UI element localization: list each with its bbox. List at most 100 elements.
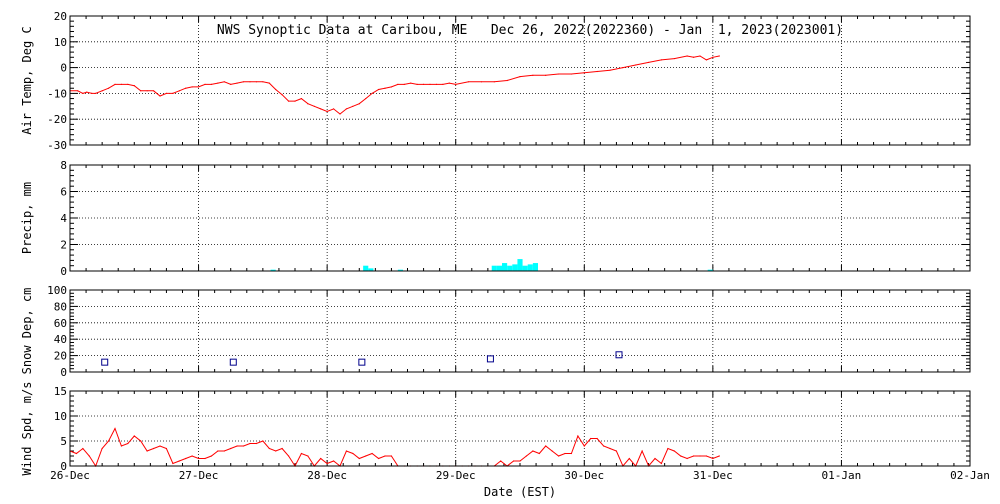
snow-depth-marker (101, 358, 109, 366)
wind-speed-point (230, 447, 232, 450)
x-tick-label: 29-Dec (436, 469, 476, 482)
precip-bar (512, 264, 518, 271)
precip-bar (522, 265, 528, 271)
wind-speed-point (197, 457, 200, 460)
wind-speed-point (320, 457, 322, 460)
air-temp-point (339, 113, 341, 115)
air-temp-point (307, 103, 309, 105)
y-tick-label: 80 (54, 300, 67, 313)
air-temp-point (647, 61, 650, 64)
wind-speed-point (602, 445, 605, 447)
y-tick-label: 8 (60, 159, 67, 172)
wind-speed-point (332, 460, 335, 462)
air-temp-point (635, 64, 637, 66)
wind-speed-point (525, 455, 528, 457)
air-temp-point (545, 74, 547, 76)
x-tick-label: 27-Dec (179, 469, 219, 482)
precip-bar (491, 265, 497, 271)
air-temp-point (384, 87, 386, 89)
precip-bar (532, 263, 538, 271)
y-tick-label: -10 (47, 87, 67, 100)
wind-speed-point (377, 457, 380, 460)
air-temp-point (300, 97, 303, 100)
air-temp-point (429, 83, 431, 85)
wind-speed-point (268, 447, 270, 450)
air-temp-point (107, 87, 110, 89)
y-tick-label: 20 (54, 10, 67, 23)
wind-speed-point (660, 462, 663, 465)
y-tick-label: 15 (54, 385, 67, 398)
wind-speed-point (564, 452, 566, 455)
air-temp-point (287, 100, 290, 102)
air-temp-point (191, 86, 193, 88)
y-axis-label-precip: Precip, mm (20, 182, 34, 254)
wind-speed-point (159, 445, 161, 447)
air-temp-point (320, 108, 322, 110)
wind-speed-point (262, 440, 264, 442)
y-tick-label: 0 (60, 62, 67, 75)
air-temp-point (442, 83, 444, 85)
wind-speed-point (242, 445, 245, 447)
air-temp-point (332, 108, 335, 110)
panel-wind-speed: 0 5 10 15 Wind Spd, m/s (20, 382, 971, 475)
air-temp-point (281, 94, 283, 96)
wind-speed-point (692, 455, 695, 457)
air-temp-point (146, 90, 148, 92)
wind-speed-point (255, 442, 258, 445)
air-temp-point (114, 83, 116, 85)
air-temp-point (365, 97, 367, 100)
x-axis-label: Date (EST) (484, 485, 556, 499)
wind-speed-point (88, 455, 90, 457)
y-tick-label: 40 (54, 333, 67, 346)
snow-depth-marker (486, 355, 494, 363)
wind-speed-series-line (69, 427, 720, 468)
panel-frame (69, 15, 971, 146)
air-temp-point (397, 83, 399, 85)
air-temp-point (268, 82, 270, 84)
y-tick-label: 60 (54, 317, 67, 330)
air-temp-point (197, 86, 200, 88)
panels: -30 -20 -10 0 10 20 Air Temp, Deg C 0 2 4 6 8 Precip… (20, 10, 971, 475)
air-temp-point (91, 92, 93, 94)
y-tick-label: 100 (47, 284, 67, 297)
wind-speed-point (191, 455, 193, 457)
air-temp-point (410, 82, 412, 84)
wind-speed-point (699, 455, 701, 457)
wind-speed-point (557, 455, 560, 457)
air-temp-point (718, 55, 720, 57)
air-temp-point (422, 83, 425, 85)
air-temp-point (673, 57, 675, 60)
wind-speed-point (577, 435, 579, 437)
wind-speed-point (287, 455, 290, 457)
wind-speed-point (249, 442, 251, 445)
panel-air-temp: -30 -20 -10 0 10 20 Air Temp, Deg C (20, 10, 971, 152)
wind-speed-point (641, 450, 643, 452)
wind-speed-point (583, 445, 585, 447)
y-tick-label: 0 (60, 460, 67, 473)
chart-title: NWS Synoptic Data at Caribou, ME Dec 26,… (217, 23, 843, 38)
wind-speed-point (281, 447, 283, 450)
air-temp-point (133, 85, 135, 87)
air-temp-point (692, 56, 695, 58)
x-tick-label: 28-Dec (307, 469, 347, 482)
wind-speed-point (519, 460, 521, 462)
wind-speed-point (107, 440, 110, 442)
wind-speed-point (204, 457, 206, 460)
wind-speed-point (133, 435, 135, 437)
wind-speed-point (570, 452, 573, 455)
air-temp-point (101, 90, 103, 92)
precip-bar (517, 259, 523, 271)
air-temp-point (249, 81, 251, 83)
y-tick-label: -20 (47, 113, 67, 126)
air-temp-point (622, 67, 624, 69)
air-temp-point (255, 81, 258, 83)
wind-speed-point (210, 455, 213, 457)
air-temp-point (262, 81, 264, 83)
air-temp-point (185, 87, 187, 89)
air-temp-point (313, 105, 315, 107)
panel-frame (69, 164, 971, 272)
wind-speed-point (345, 450, 348, 452)
air-temp-point (403, 83, 405, 85)
wind-speed-point (307, 455, 309, 457)
